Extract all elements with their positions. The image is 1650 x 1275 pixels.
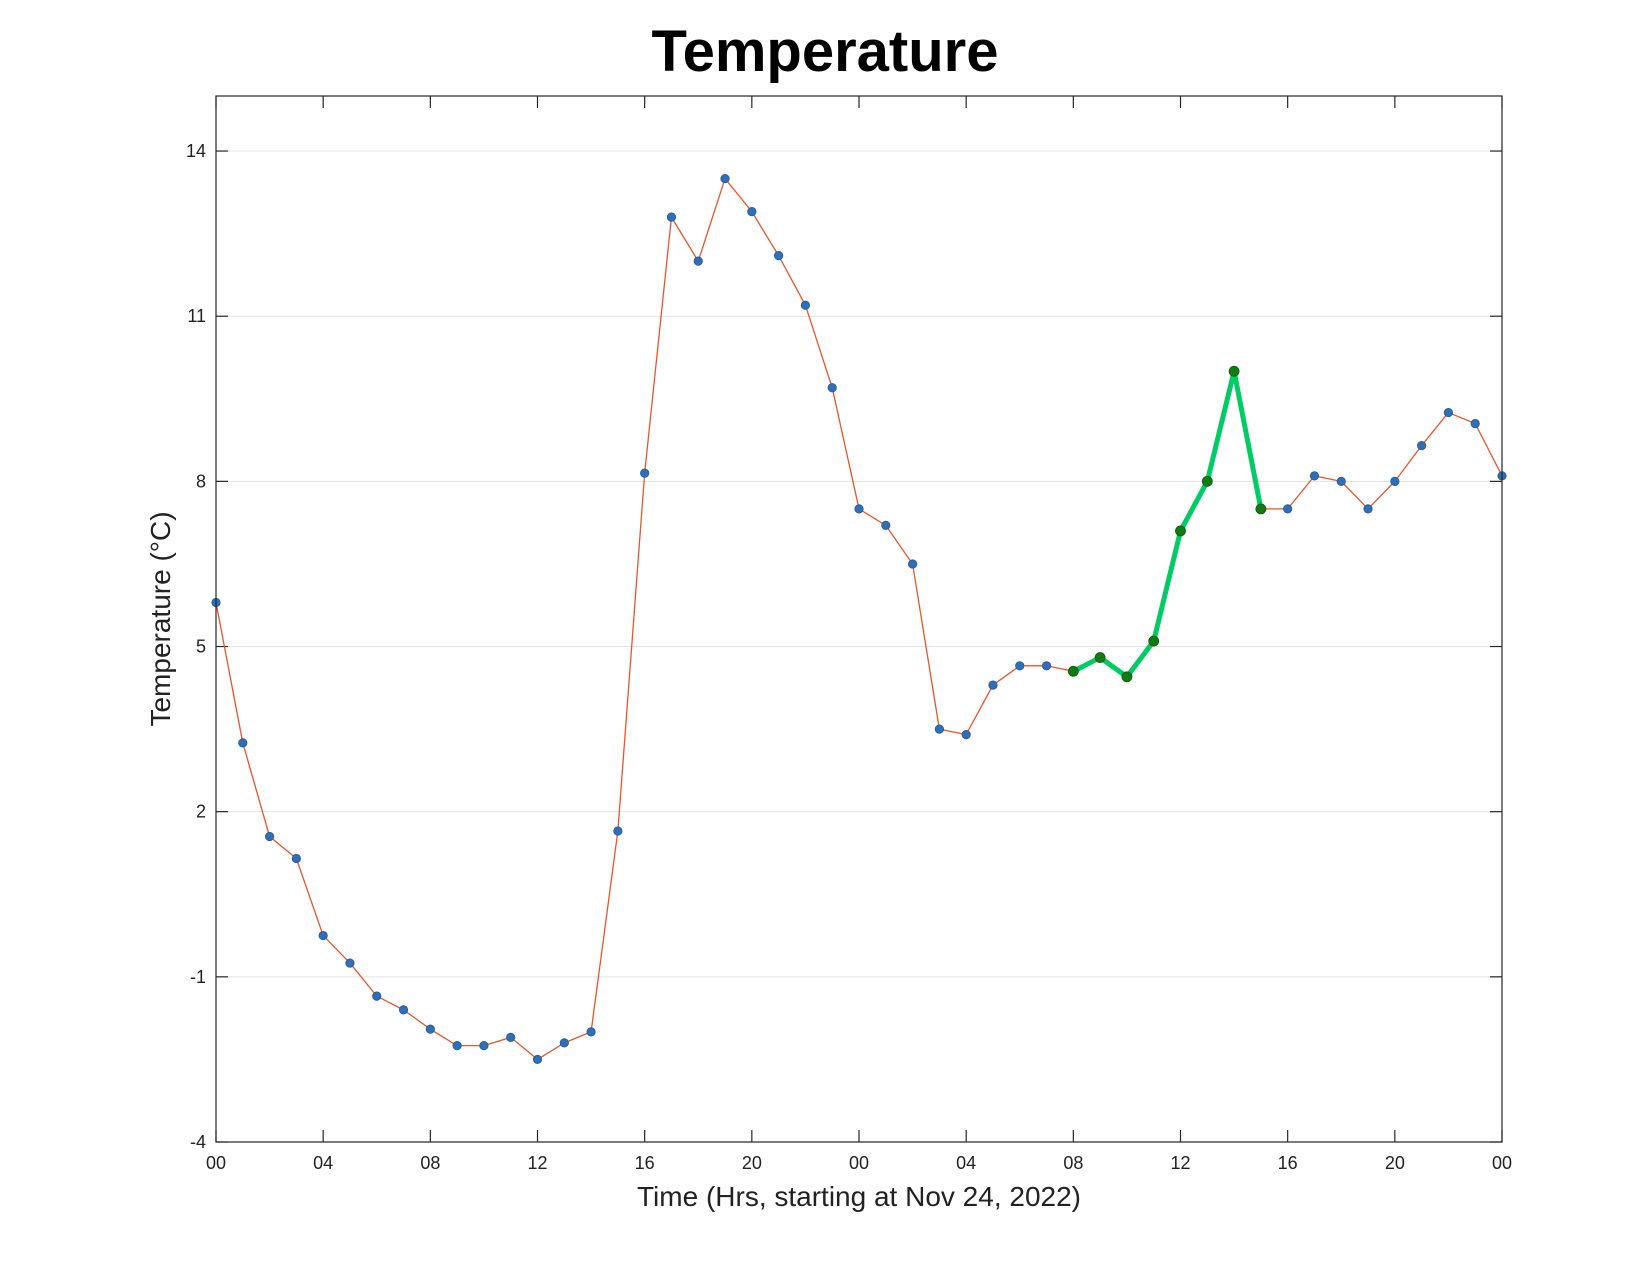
highlight-data-point xyxy=(1067,665,1079,677)
temperature-series-line xyxy=(215,177,1503,1061)
data-point xyxy=(345,958,355,968)
highlight-series-line xyxy=(1070,368,1264,680)
highlight-data-point xyxy=(1175,525,1186,537)
data-point xyxy=(720,173,730,184)
x-tick-label: 00 xyxy=(206,1153,226,1173)
data-point xyxy=(318,930,328,941)
highlight-data-point xyxy=(1121,671,1133,683)
x-tick-label: 20 xyxy=(742,1153,762,1173)
data-markers xyxy=(211,173,1507,1065)
axis-ticks xyxy=(215,96,1503,1143)
data-point xyxy=(398,1005,409,1015)
tick-labels: -4 -1 2 5 8 11 14 00 04 08 12 16 20 00 04 08 12 16 20 00 xyxy=(186,141,1512,1173)
x-tick-label: 00 xyxy=(1492,1153,1512,1173)
x-tick-label: 04 xyxy=(956,1153,976,1173)
y-tick-label: 14 xyxy=(186,141,206,161)
data-point xyxy=(881,520,891,531)
y-tick-label: 5 xyxy=(196,637,206,657)
data-point xyxy=(1015,661,1025,671)
highlight-data-point xyxy=(1228,365,1240,377)
data-point xyxy=(934,724,944,734)
data-point xyxy=(452,1041,462,1051)
data-point xyxy=(1336,476,1346,486)
y-tick-label: -1 xyxy=(190,967,206,987)
x-tick-label: 04 xyxy=(313,1153,333,1173)
data-point xyxy=(613,826,623,836)
data-point xyxy=(506,1032,516,1043)
x-tick-label: 08 xyxy=(420,1153,440,1173)
data-point xyxy=(238,738,248,748)
y-axis-label: Temperature (°C) xyxy=(145,511,176,726)
data-point xyxy=(827,383,837,393)
data-point xyxy=(1390,476,1400,486)
highlight-series xyxy=(1070,368,1264,680)
data-point xyxy=(532,1054,543,1065)
data-point xyxy=(1443,407,1454,418)
data-point xyxy=(747,207,757,217)
data-point xyxy=(1283,504,1293,514)
data-point xyxy=(988,680,998,690)
data-point xyxy=(961,730,971,740)
x-tick-label: 12 xyxy=(527,1153,547,1173)
y-tick-label: 8 xyxy=(196,471,206,491)
highlight-data-point xyxy=(1255,503,1267,515)
gridlines xyxy=(216,150,1502,978)
highlight-data-point xyxy=(1094,652,1106,663)
chart-title: Temperature xyxy=(651,19,999,84)
x-tick-label: 16 xyxy=(635,1153,655,1173)
data-point xyxy=(800,300,811,310)
data-series xyxy=(215,177,1503,1061)
data-point xyxy=(693,256,703,266)
y-tick-label: 2 xyxy=(196,802,206,822)
x-axis-label: Time (Hrs, starting at Nov 24, 2022) xyxy=(637,1181,1081,1212)
data-point xyxy=(1041,661,1052,671)
data-point xyxy=(372,991,382,1001)
y-tick-label: -4 xyxy=(190,1132,206,1152)
data-point xyxy=(291,853,301,864)
x-tick-label: 16 xyxy=(1278,1153,1298,1173)
data-point xyxy=(264,831,275,842)
data-point xyxy=(1309,471,1320,481)
data-point xyxy=(774,251,784,261)
plot-frame xyxy=(215,95,1503,1143)
data-point xyxy=(907,559,918,569)
data-point xyxy=(586,1027,596,1037)
data-point xyxy=(425,1024,435,1034)
data-point xyxy=(640,468,650,478)
data-point xyxy=(1417,440,1427,451)
data-point xyxy=(666,212,677,222)
x-tick-label: 08 xyxy=(1063,1153,1083,1173)
data-point xyxy=(854,504,864,514)
x-tick-label: 12 xyxy=(1170,1153,1190,1173)
y-tick-label: 11 xyxy=(187,306,206,326)
data-point xyxy=(559,1038,569,1048)
highlight-data-point xyxy=(1201,475,1213,487)
data-point xyxy=(1363,504,1373,514)
data-point xyxy=(1470,418,1480,429)
x-tick-label: 00 xyxy=(849,1153,869,1173)
highlight-data-point xyxy=(1148,635,1160,647)
data-point xyxy=(479,1041,489,1051)
x-tick-label: 20 xyxy=(1385,1153,1405,1173)
